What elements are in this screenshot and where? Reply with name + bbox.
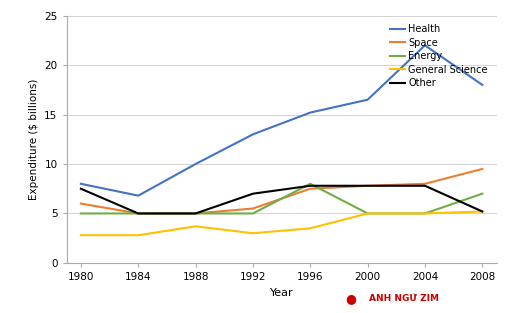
Health bbox=[135, 194, 141, 198]
Other bbox=[422, 184, 428, 188]
Space bbox=[365, 184, 371, 188]
Space bbox=[307, 187, 313, 191]
General Science bbox=[422, 212, 428, 215]
Line: Energy: Energy bbox=[81, 184, 482, 213]
Health bbox=[307, 111, 313, 115]
Other bbox=[307, 184, 313, 188]
Health bbox=[193, 162, 199, 166]
General Science bbox=[78, 233, 84, 237]
Line: Other: Other bbox=[81, 186, 482, 213]
Space bbox=[479, 167, 485, 171]
Space bbox=[78, 202, 84, 205]
Health bbox=[422, 44, 428, 47]
Other bbox=[250, 192, 256, 196]
Energy bbox=[479, 192, 485, 196]
Space bbox=[250, 207, 256, 210]
Other bbox=[365, 184, 371, 188]
Space bbox=[135, 212, 141, 215]
Y-axis label: Expenditure ($ billions): Expenditure ($ billions) bbox=[29, 79, 39, 200]
Space bbox=[422, 182, 428, 186]
General Science bbox=[479, 210, 485, 213]
General Science bbox=[135, 233, 141, 237]
Line: Health: Health bbox=[81, 45, 482, 196]
Other bbox=[78, 187, 84, 191]
Health bbox=[250, 132, 256, 136]
Other bbox=[479, 210, 485, 213]
Line: Space: Space bbox=[81, 169, 482, 213]
General Science bbox=[193, 224, 199, 228]
Energy bbox=[422, 212, 428, 215]
Text: ANH NGỪ ZIM: ANH NGỪ ZIM bbox=[369, 295, 439, 303]
Health bbox=[78, 182, 84, 186]
Energy bbox=[193, 212, 199, 215]
Space bbox=[193, 212, 199, 215]
General Science bbox=[250, 231, 256, 235]
Legend: Health, Space, Energy, General Science, Other: Health, Space, Energy, General Science, … bbox=[386, 21, 492, 92]
General Science bbox=[307, 226, 313, 230]
Energy bbox=[135, 212, 141, 215]
Energy bbox=[78, 212, 84, 215]
Energy bbox=[307, 182, 313, 186]
Energy bbox=[365, 212, 371, 215]
Line: General Science: General Science bbox=[81, 212, 482, 235]
Energy bbox=[250, 212, 256, 215]
General Science bbox=[365, 212, 371, 215]
Health bbox=[365, 98, 371, 102]
X-axis label: Year: Year bbox=[270, 288, 293, 297]
Other bbox=[193, 212, 199, 215]
Text: ●: ● bbox=[345, 292, 356, 305]
Other bbox=[135, 212, 141, 215]
Health bbox=[479, 83, 485, 87]
